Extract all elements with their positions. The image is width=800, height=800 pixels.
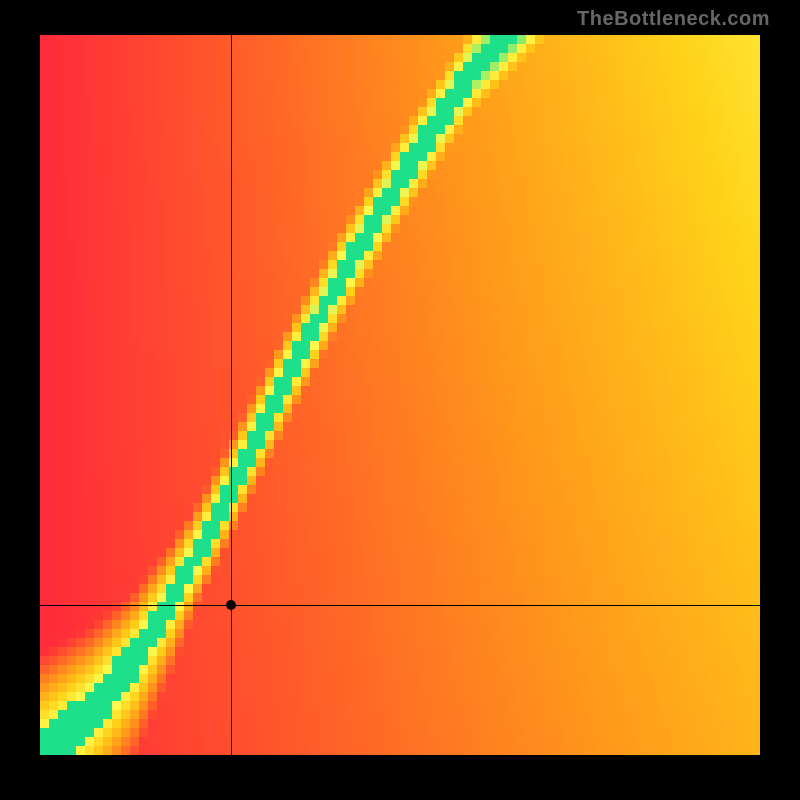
crosshair-vertical xyxy=(231,35,232,755)
chart-container: TheBottleneck.com xyxy=(0,0,800,800)
crosshair-horizontal xyxy=(40,605,760,606)
heatmap-canvas xyxy=(40,35,760,755)
data-point-marker xyxy=(226,600,236,610)
heatmap-plot xyxy=(40,35,760,755)
watermark-text: TheBottleneck.com xyxy=(577,8,770,31)
